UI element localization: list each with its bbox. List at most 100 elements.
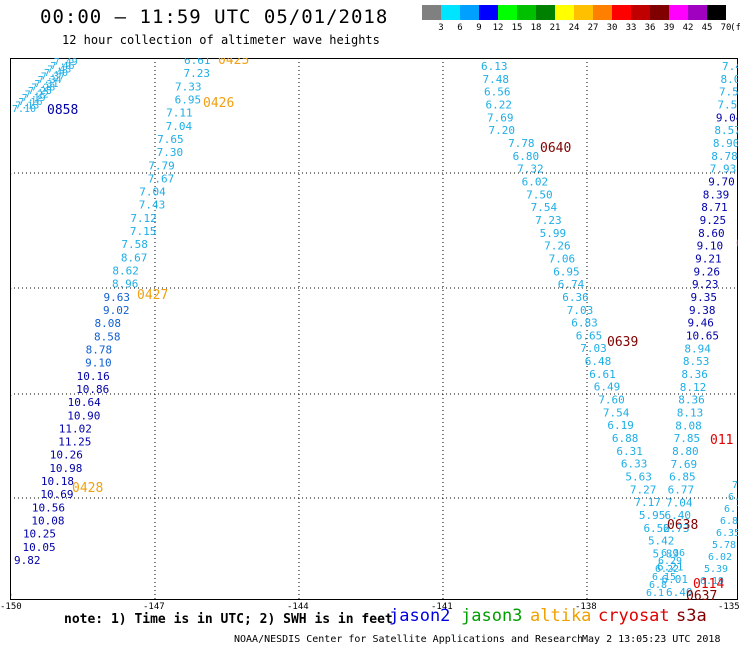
swh-value-mid: 7.03	[580, 342, 607, 355]
swh-value-east: 6.73	[663, 522, 690, 535]
swh-value-east: 9.21	[695, 253, 722, 266]
swh-cluster-bottom: 6.29	[658, 556, 682, 567]
swh-value-mid: 6.65	[576, 329, 603, 342]
time-label-east: 0114	[693, 577, 724, 592]
scale-label: 18	[530, 23, 542, 33]
swh-cluster: 7.46	[50, 61, 74, 72]
swh-value-west: 10.16	[77, 370, 110, 383]
swh-value-east: 9.46	[687, 317, 714, 330]
swh-value-west: 7.79	[148, 159, 175, 172]
swh-value-mid: 7.23	[535, 214, 562, 227]
swh-value-west: 11.25	[58, 436, 91, 449]
swh-value-mid: 6.83	[571, 317, 598, 330]
time-label-mid: 0638	[667, 518, 698, 533]
scale-label: 39	[663, 23, 675, 33]
time-label-west: 0427	[137, 288, 168, 303]
swh-value-west: 7.04	[139, 186, 166, 199]
lon-label: -141	[431, 602, 453, 612]
swh-value-east: 6.40	[665, 509, 692, 522]
scale-label: 12	[492, 23, 504, 33]
lon-label: -150	[0, 602, 22, 612]
swh-value-mid: 7.78	[508, 137, 535, 150]
swh-value-mid: 6.74	[558, 278, 585, 291]
swh-value-mid: 6.61	[589, 368, 616, 381]
swh-value-west: 7.67	[148, 172, 175, 185]
lat-label: 46	[10, 284, 12, 294]
swh-value-mid: 6.95	[553, 265, 580, 278]
swh-value-mid: 5.89	[652, 548, 679, 561]
swh-cluster: 7.10	[12, 104, 36, 115]
swh-cluster: 7.22	[25, 90, 49, 101]
scale-label: 3	[438, 23, 444, 33]
footer-note: note: 1) Time is in UTC; 2) SWH is in fe…	[64, 612, 393, 627]
satellite-legend-item: jason3	[461, 606, 523, 626]
swh-value-mid: 7.17	[634, 496, 661, 509]
plot-frame	[10, 58, 738, 600]
time-label-east: 011	[710, 433, 733, 448]
swh-value-east: 8.08	[675, 419, 702, 432]
swh-value-mid: 7.03	[567, 304, 594, 317]
swh-value-west: 10.69	[40, 488, 73, 501]
swh-value-mid: 6.01	[661, 573, 688, 586]
swh-value-east-side: 5.78	[712, 540, 736, 551]
swh-value-east: 8.71	[701, 201, 728, 214]
map-subtitle: 12 hour collection of altimeter wave hei…	[62, 33, 380, 47]
swh-value-east-side: 6.19	[700, 576, 724, 587]
swh-value-mid: 6.13	[481, 60, 508, 73]
lat-label: 48	[10, 169, 12, 179]
swh-value-west: 8.67	[121, 251, 148, 264]
swh-value-west: 10.18	[41, 475, 74, 488]
swh-value-mid: 6.88	[612, 432, 639, 445]
swh-value-east-side: 6.04	[728, 492, 738, 503]
swh-cluster: 7.16	[18, 97, 42, 108]
swh-value-mid: 7.60	[598, 394, 625, 407]
scale-label: 24	[568, 23, 580, 33]
swh-value-west: 10.56	[32, 501, 65, 514]
satellite-legend-item: altika	[530, 606, 592, 626]
credit-text: NOAA/NESDIS Center for Satellite Applica…	[234, 634, 584, 645]
swh-value-west: 10.26	[50, 449, 83, 462]
time-label-mid: 0639	[607, 335, 638, 350]
swh-value-east: 10.65	[686, 330, 719, 343]
time-label-mid: 0640	[540, 141, 571, 156]
scale-swatch	[498, 5, 517, 20]
swh-value-mid: 6.33	[621, 458, 648, 471]
swh-value-west: 7.23	[184, 67, 211, 80]
swh-value-east: 8.53	[683, 355, 710, 368]
swh-value-mid: 6.80	[513, 150, 540, 163]
swh-value-mid: 7.26	[544, 240, 571, 253]
timestamp-text: May 2 13:05:23 UTC 2018	[582, 634, 721, 645]
swh-value-west: 10.98	[49, 462, 82, 475]
scale-label: 33	[625, 23, 637, 33]
swh-value-east: 9.35	[691, 291, 718, 304]
swh-value-mid: 7.54	[603, 406, 630, 419]
swh-value-east: 8.57	[714, 124, 738, 137]
swh-cluster-bottom: 6.36	[661, 548, 685, 559]
lon-label: -144	[287, 602, 309, 612]
swh-value-west: 10.25	[23, 528, 56, 541]
swh-value-mid: 6.52	[643, 522, 670, 535]
swh-value-east: 8.0	[720, 73, 738, 86]
scale-swatch	[707, 5, 726, 20]
swh-value-west: 7.43	[139, 199, 166, 212]
swh-value-west: 9.63	[103, 291, 130, 304]
time-label-west: 0425	[218, 58, 249, 68]
swh-value-west: 7.58	[121, 238, 148, 251]
scale-swatch	[612, 5, 631, 20]
scale-swatch	[460, 5, 479, 20]
scale-swatch	[631, 5, 650, 20]
swh-value-east: 8.12	[680, 381, 707, 394]
swh-value-east: 9.10	[697, 240, 724, 253]
swh-cluster: 7.13	[15, 100, 39, 111]
lon-label: -138	[575, 602, 597, 612]
swh-value-east-side: 6.78	[724, 504, 738, 515]
swh-cluster: 7.37	[41, 72, 65, 83]
swh-value-east: 9.70	[708, 176, 735, 189]
swh-value-west: 7.15	[130, 225, 157, 238]
swh-cluster: 7.40	[44, 68, 68, 79]
swh-value-mid: 7.54	[531, 201, 558, 214]
scale-label: 36	[644, 23, 656, 33]
scale-swatch	[688, 5, 707, 20]
swh-value-east: 7.93	[710, 163, 737, 176]
swh-value-west: 9.82	[14, 554, 41, 567]
